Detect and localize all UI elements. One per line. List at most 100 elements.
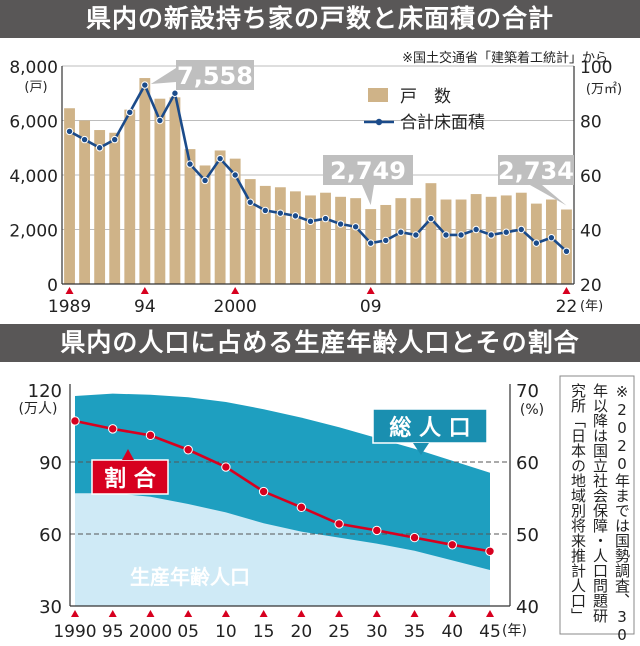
ratio-point [108,424,118,434]
x-tick-marker [221,610,230,617]
bar [561,209,572,284]
y-right-unit: (%) [520,402,544,418]
callout-box [498,155,574,206]
floor-area-point [171,89,179,97]
bar [169,97,181,285]
x-tick-label: 05 [177,622,199,642]
floor-area-point [427,214,435,223]
y-left-tick-label: 60 [39,525,62,546]
floor-area-point [291,212,300,220]
note-line: ※2020年までは国勢調査、30 [613,383,631,644]
ratio-point [221,462,231,472]
x-tick-marker [366,287,375,294]
bar [259,185,271,284]
note-line: 年以降は国立社会保障・人口問題研 [591,383,609,623]
floor-area-point [382,236,390,245]
working-age-population-area [75,493,490,606]
legend-line-marker [375,118,383,126]
floor-area-point [276,209,285,217]
floor-area-point [186,160,194,168]
ratio-point [258,486,269,497]
total-population-label-box [372,408,488,444]
bar [380,204,392,284]
ratio-line [74,419,491,553]
floor-area-point [517,225,525,234]
legend-bar-label: 戸 数 [400,87,451,107]
floor-area-point [156,116,164,125]
x-tick-label: 30 [366,622,388,642]
x-tick-marker [140,287,149,294]
note-text: ※2020年までは国勢調査、30年以降は国立社会保障・人口問題研究所「日本の地域… [569,383,631,644]
x-tick-label: 1990 [53,622,96,642]
floor-area-point [231,171,239,179]
callout-label: 2,734 [498,157,574,185]
x-tick-marker [108,610,117,617]
y-right-tick-label: 60 [580,167,602,187]
x-tick-label: 1989 [48,297,91,317]
x-tick-marker [146,610,155,617]
floor-area-point [397,228,405,236]
working-age-population-label: 生産年齢人口 [130,565,250,589]
total-population-label: 総 人 口 [389,415,470,441]
y-left-unit: (万人) [19,401,58,417]
y-right-unit: (万㎡) [586,82,622,97]
x-tick-marker [184,610,193,617]
ratio-point [372,525,382,536]
floor-area-point [246,198,254,206]
floor-area-line [68,82,568,253]
bar [79,120,91,284]
floor-area-point [562,247,571,256]
bar [289,191,301,284]
ratio-point [183,445,193,455]
x-tick-marker [231,287,240,294]
bar [425,183,437,284]
x-tick-label: 20 [291,622,313,642]
y-left-tick-label: 120 [28,381,62,402]
x-tick-label: 2000 [129,622,172,642]
floor-area-point [111,135,119,144]
floor-area-point [442,231,450,239]
total-population-label-pointer [413,443,429,455]
x-tick-marker [297,610,306,617]
floor-area-point [126,108,134,117]
floor-area-point [80,135,89,144]
x-tick-marker [259,610,268,617]
note-box [559,375,635,635]
bar [64,108,75,284]
bar [335,196,347,284]
floor-area-point [216,154,224,163]
y-right-tick-label: 50 [516,525,539,546]
y-left-tick-label: 30 [39,597,62,618]
y-right-tick-label: 80 [580,113,602,133]
y-right-tick-label: 40 [516,597,539,618]
x-tick-label: 10 [215,622,237,642]
ratio-point [70,416,80,426]
y-right-tick-label: 100 [580,58,612,78]
x-tick-label: 22 [556,297,578,317]
callout-box [150,60,254,90]
bar [199,165,211,284]
y-left-tick-label: 6,000 [9,113,58,133]
floor-area-point [472,225,480,234]
legend-line-label: 合計床面積 [400,113,485,133]
bar [229,158,241,284]
bar [94,130,106,284]
x-tick-label: 94 [134,297,156,317]
y-left-tick-label: 4,000 [9,167,58,187]
x-tick-marker [486,610,494,617]
bar [470,194,482,284]
y-right-tick-label: 70 [516,381,539,402]
y-right-tick-label: 40 [580,222,602,242]
callout-label: 7,558 [177,62,253,90]
callout-label: 2,749 [330,157,406,185]
chart1-svg: 8,000 6,000 4,000 2,000 0 100 80 60 40 20 (戸) (万㎡) ※… [9,50,622,317]
x-tick-marker [410,610,419,617]
bar [139,78,151,285]
floor-area-point [336,220,345,228]
x-tick-label: 95 [102,622,124,642]
x-unit: (年) [580,299,603,314]
bar [440,199,452,284]
x-tick-label: 35 [404,622,426,642]
ratio-label-pointer [122,449,134,460]
x-tick-label: 2000 [214,297,257,317]
